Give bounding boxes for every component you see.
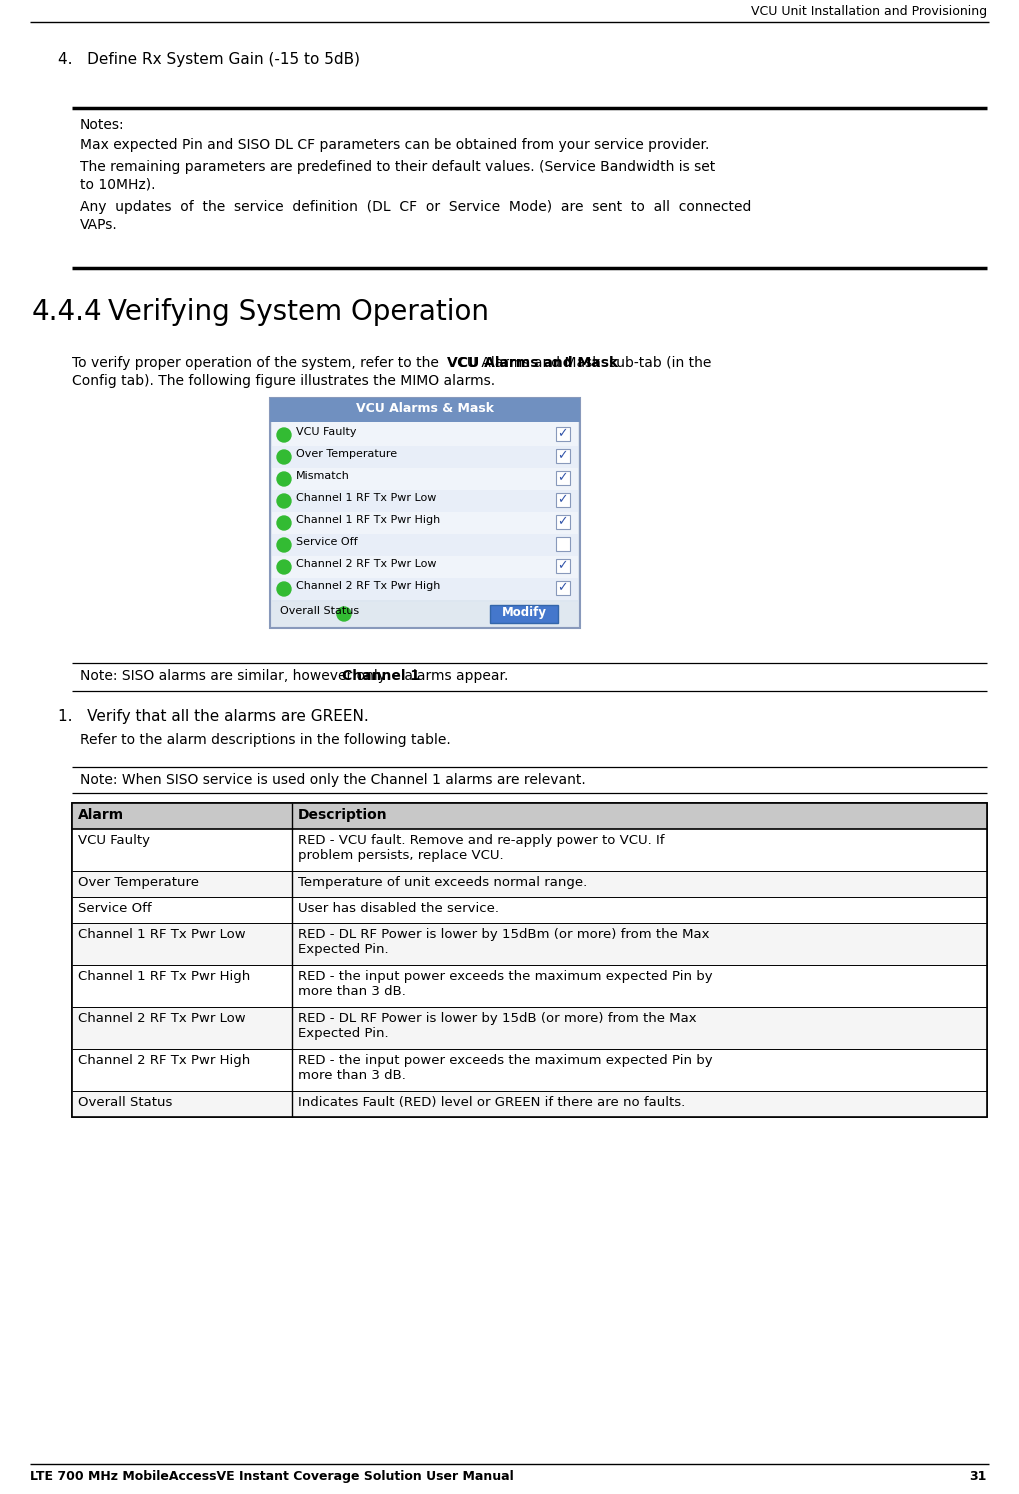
Text: Indicates Fault (RED) level or GREEN if there are no faults.: Indicates Fault (RED) level or GREEN if … — [298, 1097, 685, 1109]
Bar — [72, 802, 987, 1118]
Bar — [72, 896, 987, 923]
Bar — [72, 1049, 987, 1091]
Bar — [556, 450, 570, 463]
Text: LTE 700 MHz MobileAccessVE Instant Coverage Solution User Manual: LTE 700 MHz MobileAccessVE Instant Cover… — [30, 1470, 514, 1484]
Text: 4.   Define Rx System Gain (-15 to 5dB): 4. Define Rx System Gain (-15 to 5dB) — [58, 52, 360, 67]
Bar — [272, 424, 578, 447]
Text: ✓: ✓ — [557, 471, 568, 484]
Bar — [490, 605, 558, 623]
Text: Channel 2 RF Tx Pwr Low: Channel 2 RF Tx Pwr Low — [78, 1011, 246, 1025]
Text: VCU Faulty: VCU Faulty — [78, 834, 150, 847]
Text: Alarm: Alarm — [78, 808, 124, 822]
Circle shape — [277, 515, 291, 530]
Bar — [72, 802, 987, 829]
Bar — [556, 471, 570, 486]
Text: Modify: Modify — [501, 607, 546, 619]
Circle shape — [337, 607, 351, 622]
Text: RED - the input power exceeds the maximum expected Pin by
more than 3 dB.: RED - the input power exceeds the maximu… — [298, 1053, 712, 1082]
Text: Config tab). The following figure illustrates the MIMO alarms.: Config tab). The following figure illust… — [72, 374, 495, 388]
Text: Note: When SISO service is used only the Channel 1 alarms are relevant.: Note: When SISO service is used only the… — [81, 772, 586, 787]
Text: Overall Status: Overall Status — [280, 607, 359, 616]
Bar — [272, 447, 578, 468]
Text: RED - DL RF Power is lower by 15dBm (or more) from the Max
Expected Pin.: RED - DL RF Power is lower by 15dBm (or … — [298, 928, 709, 956]
Text: Any  updates  of  the  service  definition  (DL  CF  or  Service  Mode)  are  se: Any updates of the service definition (D… — [81, 200, 751, 214]
Bar — [270, 397, 580, 627]
Bar — [72, 802, 987, 1118]
Circle shape — [277, 495, 291, 508]
Text: Channel 1 RF Tx Pwr High: Channel 1 RF Tx Pwr High — [78, 970, 251, 983]
Bar — [272, 421, 578, 601]
Text: Notes:: Notes: — [81, 118, 124, 131]
Text: ✓: ✓ — [557, 427, 568, 441]
Bar — [556, 493, 570, 506]
Text: VAPs.: VAPs. — [81, 218, 118, 232]
Text: Channel 1 RF Tx Pwr Low: Channel 1 RF Tx Pwr Low — [78, 928, 246, 941]
Circle shape — [277, 538, 291, 551]
Bar — [72, 1007, 987, 1049]
Text: ✓: ✓ — [557, 515, 568, 527]
Text: RED - the input power exceeds the maximum expected Pin by
more than 3 dB.: RED - the input power exceeds the maximu… — [298, 970, 712, 998]
Text: To verify proper operation of the system, refer to the  VCU Alarms and Mask  sub: To verify proper operation of the system… — [72, 356, 711, 371]
Circle shape — [277, 583, 291, 596]
Circle shape — [277, 427, 291, 442]
Text: The remaining parameters are predefined to their default values. (Service Bandwi: The remaining parameters are predefined … — [81, 160, 715, 173]
Bar — [556, 427, 570, 441]
Text: Channel 2 RF Tx Pwr High: Channel 2 RF Tx Pwr High — [296, 581, 440, 592]
Text: User has disabled the service.: User has disabled the service. — [298, 902, 499, 914]
Text: Service Off: Service Off — [78, 902, 152, 914]
Bar — [272, 512, 578, 533]
Text: 31: 31 — [970, 1470, 987, 1484]
Text: ✓: ✓ — [557, 559, 568, 572]
Bar — [556, 559, 570, 574]
Bar — [556, 581, 570, 595]
Text: ✓: ✓ — [557, 493, 568, 506]
Circle shape — [277, 472, 291, 486]
Text: RED - VCU fault. Remove and re-apply power to VCU. If
problem persists, replace : RED - VCU fault. Remove and re-apply pow… — [298, 834, 664, 862]
Text: Service Off: Service Off — [296, 536, 358, 547]
Text: 1.   Verify that all the alarms are GREEN.: 1. Verify that all the alarms are GREEN. — [58, 710, 369, 725]
Text: Overall Status: Overall Status — [78, 1097, 172, 1109]
Bar — [272, 490, 578, 512]
Text: Mismatch: Mismatch — [296, 471, 350, 481]
Text: VCU Alarms & Mask: VCU Alarms & Mask — [356, 402, 494, 415]
Bar — [272, 468, 578, 490]
Bar — [72, 829, 987, 871]
Bar — [72, 965, 987, 1007]
Bar — [72, 871, 987, 896]
Text: Over Temperature: Over Temperature — [78, 875, 199, 889]
Circle shape — [277, 560, 291, 574]
Text: Channel 1: Channel 1 — [341, 669, 420, 683]
Text: Max expected Pin and SISO DL CF parameters can be obtained from your service pro: Max expected Pin and SISO DL CF paramete… — [81, 137, 709, 152]
Bar — [272, 556, 578, 578]
Bar — [556, 536, 570, 551]
Text: Channel 1 RF Tx Pwr Low: Channel 1 RF Tx Pwr Low — [296, 493, 436, 503]
Bar — [272, 533, 578, 556]
Bar — [272, 602, 578, 626]
Bar — [72, 923, 987, 965]
Text: ✓: ✓ — [557, 450, 568, 462]
Text: VCU Alarms and Mask: VCU Alarms and Mask — [447, 356, 619, 371]
Bar — [556, 515, 570, 529]
Text: Temperature of unit exceeds normal range.: Temperature of unit exceeds normal range… — [298, 875, 587, 889]
Text: Over Temperature: Over Temperature — [296, 450, 397, 459]
Text: 4.4.4: 4.4.4 — [32, 297, 103, 326]
Text: Refer to the alarm descriptions in the following table.: Refer to the alarm descriptions in the f… — [81, 734, 450, 747]
Text: Channel 2 RF Tx Pwr Low: Channel 2 RF Tx Pwr Low — [296, 559, 436, 569]
Text: Channel 2 RF Tx Pwr High: Channel 2 RF Tx Pwr High — [78, 1053, 251, 1067]
Text: VCU Faulty: VCU Faulty — [296, 427, 357, 438]
Text: Channel 1 RF Tx Pwr High: Channel 1 RF Tx Pwr High — [296, 515, 440, 524]
Text: Note: SISO alarms are similar, however only: Note: SISO alarms are similar, however o… — [81, 669, 390, 683]
Text: ✓: ✓ — [557, 581, 568, 595]
Text: VCU Unit Installation and Provisioning: VCU Unit Installation and Provisioning — [751, 4, 987, 18]
Bar — [72, 1091, 987, 1118]
Bar — [272, 578, 578, 601]
Text: Description: Description — [298, 808, 387, 822]
Circle shape — [277, 450, 291, 465]
Bar — [270, 397, 580, 421]
Text: alarms appear.: alarms appear. — [400, 669, 508, 683]
Text: to 10MHz).: to 10MHz). — [81, 178, 156, 193]
Text: RED - DL RF Power is lower by 15dB (or more) from the Max
Expected Pin.: RED - DL RF Power is lower by 15dB (or m… — [298, 1011, 697, 1040]
Text: Verifying System Operation: Verifying System Operation — [108, 297, 489, 326]
